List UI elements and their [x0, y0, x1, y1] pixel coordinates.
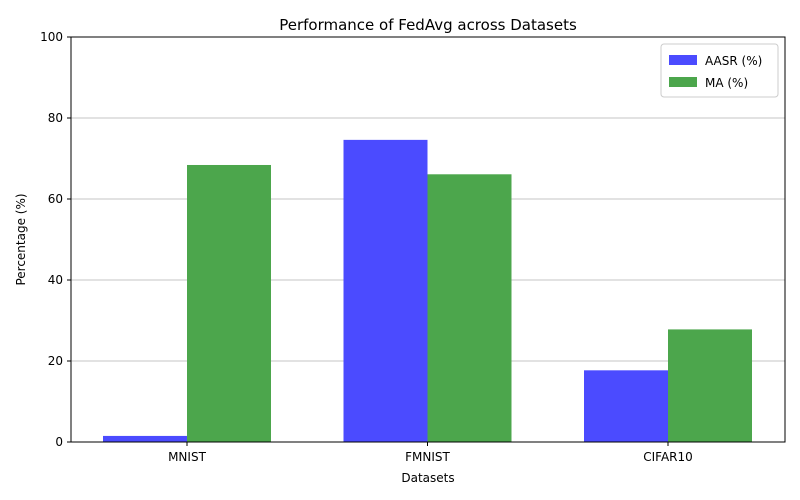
y-tick-label: 20: [48, 354, 63, 368]
legend-label: AASR (%): [705, 54, 762, 68]
legend-swatch: [669, 77, 697, 87]
bar-aasr-cifar10: [584, 370, 668, 442]
bar-ma-cifar10: [668, 329, 752, 442]
x-tick-label: MNIST: [168, 450, 206, 464]
legend-swatch: [669, 55, 697, 65]
y-tick-label: 60: [48, 192, 63, 206]
x-tick-label: FMNIST: [405, 450, 450, 464]
y-tick-label: 100: [40, 30, 63, 44]
bar-aasr-mnist: [103, 435, 187, 442]
bar-aasr-fmnist: [343, 139, 428, 442]
x-tick-label: CIFAR10: [643, 450, 693, 464]
bar-ma-fmnist: [427, 174, 512, 443]
bars: [103, 139, 752, 443]
y-tick-label: 0: [55, 435, 63, 449]
chart-title: Performance of FedAvg across Datasets: [279, 16, 577, 34]
legend: AASR (%) MA (%): [660, 43, 779, 98]
legend-label: MA (%): [705, 76, 748, 90]
y-tick-label: 40: [48, 273, 63, 287]
bar-ma-mnist: [187, 164, 271, 443]
x-axis-ticks: MNIST FMNIST CIFAR10: [168, 442, 693, 464]
y-axis-label: Percentage (%): [14, 193, 28, 285]
y-axis-ticks: 0 20 40 60 80 100: [40, 30, 71, 449]
y-tick-label: 80: [48, 111, 63, 125]
x-axis-label: Datasets: [401, 471, 454, 485]
